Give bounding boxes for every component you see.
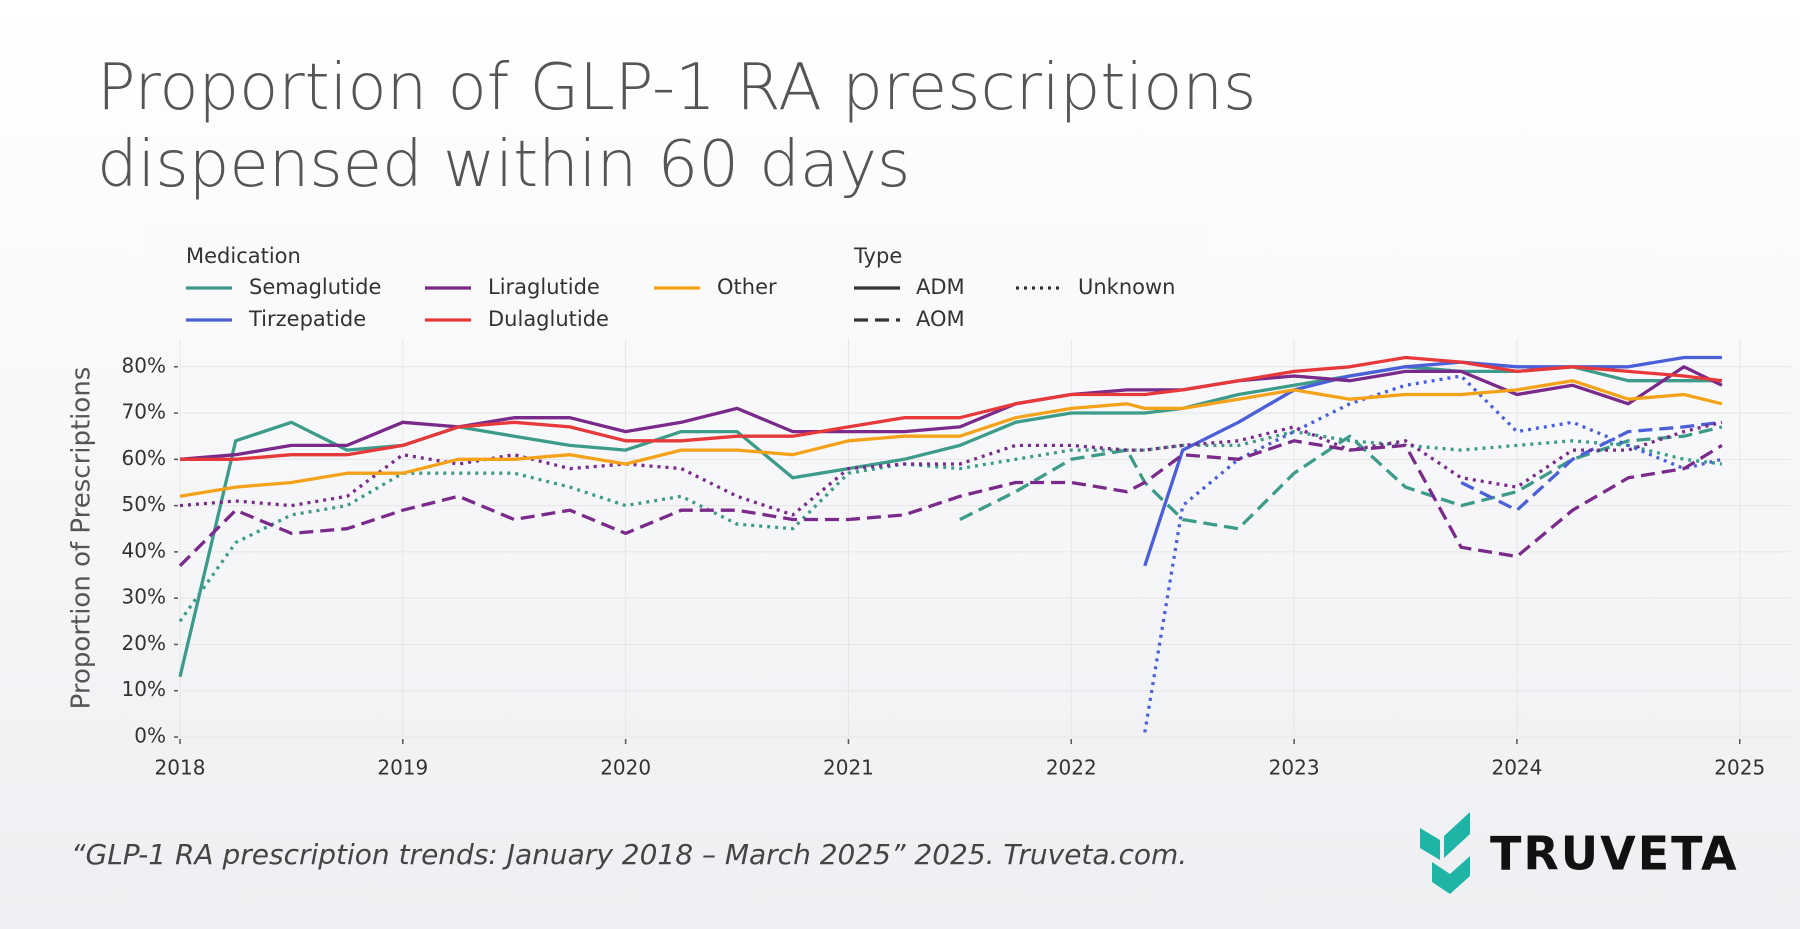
- y-tick-label: 60%: [122, 446, 166, 470]
- x-tick-label: 2018: [155, 756, 206, 780]
- series-line: [959, 425, 1723, 531]
- series-line: [1143, 374, 1723, 733]
- x-tick-label: 2020: [600, 756, 651, 780]
- citation: “GLP-1 RA prescription trends: January 2…: [71, 838, 1187, 871]
- series-line: [1143, 355, 1722, 567]
- legend-title: Type: [853, 244, 902, 268]
- series-line: [179, 379, 1723, 498]
- x-tick-label: 2022: [1046, 756, 1097, 780]
- series-line: [180, 355, 1723, 461]
- y-tick-label: 30%: [122, 585, 166, 609]
- y-tick-label: 20%: [122, 631, 166, 655]
- y-axis-label: Proportion of Prescriptions: [67, 367, 97, 710]
- y-tick-label: 70%: [122, 400, 166, 424]
- legend-label: Dulaglutide: [488, 307, 609, 331]
- legend-label: Unknown: [1078, 275, 1175, 299]
- title-box: Proportion of GLP-1 RA prescriptions dis…: [97, 51, 1257, 202]
- y-tick-label: 0%: [134, 724, 166, 748]
- series-line: [178, 429, 1723, 623]
- legend-label: Semaglutide: [249, 275, 381, 299]
- legend-label: Tirzepatide: [248, 307, 366, 331]
- y-tick-label: 50%: [122, 492, 166, 516]
- x-tick-label: 2025: [1714, 756, 1765, 780]
- legend-label: Other: [717, 275, 777, 299]
- series-line: [1460, 420, 1723, 512]
- logo-shape: [1420, 828, 1440, 860]
- logo-shape: [1444, 812, 1470, 858]
- legend-label: AOM: [916, 307, 965, 331]
- y-tick-label: 40%: [122, 538, 166, 562]
- series-line: [178, 439, 1723, 567]
- logo-text: TRUVETA: [1490, 827, 1739, 881]
- x-tick-label: 2023: [1269, 756, 1320, 780]
- legend-box: [149, 226, 1205, 340]
- logo-icon: [1420, 812, 1470, 894]
- legend-label: ADM: [916, 275, 965, 299]
- y-tick-label: 10%: [122, 677, 166, 701]
- x-tick-label: 2021: [823, 756, 874, 780]
- logo-shape: [1432, 856, 1470, 894]
- legend-title: Medication: [186, 244, 301, 268]
- x-tick-label: 2019: [377, 756, 428, 780]
- legend-label: Liraglutide: [488, 275, 600, 299]
- series-line: [179, 365, 1723, 461]
- x-tick-label: 2024: [1491, 756, 1542, 780]
- chart-title: Proportion of GLP-1 RA prescriptions dis…: [97, 51, 1257, 202]
- y-tick-label: 80%: [122, 353, 166, 377]
